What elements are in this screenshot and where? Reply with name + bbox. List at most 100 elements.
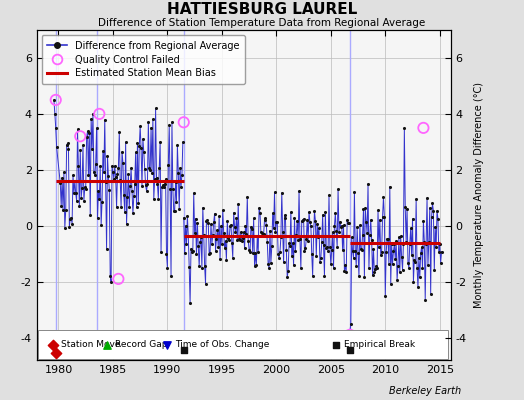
Point xyxy=(379,194,388,200)
Point xyxy=(186,300,194,307)
Point xyxy=(435,241,444,248)
Point xyxy=(69,172,77,178)
Point xyxy=(428,200,436,206)
Point xyxy=(326,244,334,250)
Point xyxy=(419,218,428,224)
Point xyxy=(294,237,302,244)
Point xyxy=(105,187,114,193)
Point xyxy=(227,222,235,228)
Point xyxy=(296,236,304,242)
Point xyxy=(381,292,389,299)
Point xyxy=(80,198,88,204)
Point xyxy=(163,342,171,348)
Point xyxy=(346,347,354,354)
Text: Record Gap: Record Gap xyxy=(115,340,168,349)
Point xyxy=(72,198,81,204)
Point xyxy=(158,184,166,190)
Point xyxy=(326,261,335,268)
Point xyxy=(87,116,95,123)
Point xyxy=(141,182,150,189)
Point xyxy=(170,208,178,214)
Point xyxy=(76,147,84,154)
Point xyxy=(372,263,380,269)
Point xyxy=(405,264,413,271)
Point xyxy=(330,264,338,271)
Point xyxy=(155,165,163,171)
Point xyxy=(201,263,209,269)
Point xyxy=(219,207,227,214)
Point xyxy=(187,246,195,252)
Point xyxy=(412,196,420,202)
Point xyxy=(403,206,411,212)
Point xyxy=(267,260,275,266)
Point xyxy=(305,209,313,215)
Point xyxy=(376,217,384,223)
Point xyxy=(409,278,418,285)
Point xyxy=(178,172,186,178)
Point xyxy=(316,259,324,265)
Point xyxy=(235,236,243,242)
Text: HATTIESBURG LAUREL: HATTIESBURG LAUREL xyxy=(167,2,357,17)
Point xyxy=(108,163,116,169)
Text: Time of Obs. Change: Time of Obs. Change xyxy=(175,340,269,349)
Point xyxy=(359,206,368,212)
Point xyxy=(228,254,237,261)
Point xyxy=(160,181,169,187)
Point xyxy=(308,251,316,257)
Point xyxy=(71,178,79,184)
Point xyxy=(217,223,225,230)
Point xyxy=(92,125,101,131)
Point xyxy=(133,140,141,146)
Point xyxy=(51,97,60,103)
Point xyxy=(56,180,64,186)
Point xyxy=(151,105,160,112)
Point xyxy=(86,212,94,219)
Point xyxy=(380,214,389,220)
Point xyxy=(280,212,289,218)
Point xyxy=(89,111,97,117)
Point xyxy=(318,239,326,246)
Point xyxy=(205,250,213,257)
Legend: Difference from Regional Average, Quality Control Failed, Estimated Station Mean: Difference from Regional Average, Qualit… xyxy=(41,35,245,84)
Point xyxy=(302,236,311,243)
Point xyxy=(425,205,434,211)
Point xyxy=(163,264,171,271)
Point xyxy=(421,297,429,303)
Point xyxy=(57,202,66,209)
Point xyxy=(414,284,422,290)
Point xyxy=(78,185,86,191)
Point xyxy=(398,267,407,273)
Point xyxy=(197,234,205,240)
Point xyxy=(269,225,278,231)
Point xyxy=(399,241,408,247)
Point xyxy=(322,244,331,251)
Point xyxy=(110,176,118,182)
Point xyxy=(94,188,103,194)
Point xyxy=(384,236,392,242)
Point xyxy=(63,140,72,146)
Point xyxy=(292,232,300,238)
Point xyxy=(152,174,161,181)
Point xyxy=(392,238,400,244)
Point xyxy=(181,222,190,229)
Point xyxy=(260,216,269,223)
Point xyxy=(331,210,340,216)
Point xyxy=(293,218,301,224)
Point xyxy=(273,219,281,226)
Point xyxy=(95,196,104,203)
Point xyxy=(391,256,399,262)
Point xyxy=(282,246,290,253)
Point xyxy=(220,230,228,236)
Point xyxy=(307,222,315,229)
Point xyxy=(396,269,404,276)
Point xyxy=(49,342,57,348)
Point xyxy=(362,219,370,225)
Point xyxy=(62,142,71,148)
Point xyxy=(360,274,368,280)
Point xyxy=(390,241,399,247)
Point xyxy=(157,249,165,255)
Point xyxy=(119,192,128,198)
Point xyxy=(168,119,176,126)
Text: Berkeley Earth: Berkeley Earth xyxy=(389,386,461,396)
Point xyxy=(408,252,416,258)
